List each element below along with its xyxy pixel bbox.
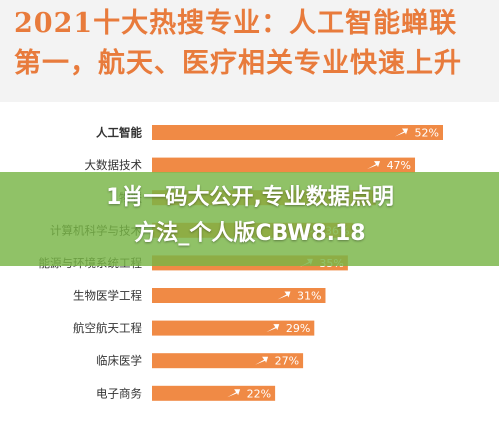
overlay-line-2: 方法_个人版CBW8.18 <box>134 221 366 246</box>
overlay-text: 1肖一码大公开,专业数据点明 方法_个人版CBW8.18 <box>20 180 480 252</box>
headline: 2021十大热搜专业：人工智能蝉联 第一，航天、医疗相关专业快速上升 <box>14 4 494 84</box>
bar <box>152 157 416 173</box>
category-label: 电子商务 <box>96 386 142 400</box>
bar <box>152 125 443 140</box>
overlay-line-1: 1肖一码大公开,专业数据点明 <box>106 185 394 210</box>
value-label: 22% <box>247 387 271 400</box>
category-label: 人工智能 <box>96 126 142 140</box>
headline-line-1: 2021十大热搜专业：人工智能蝉联 <box>14 8 458 39</box>
category-label: 大数据技术 <box>85 158 143 172</box>
category-label: 临床医学 <box>96 354 142 368</box>
category-label: 生物医学工程 <box>73 289 142 303</box>
headline-line-2: 第一，航天、医疗相关专业快速上升 <box>14 48 462 79</box>
value-label: 52% <box>415 127 439 140</box>
bar-chart: 人工智能52%大数据技术47%物联计算机科学与技术36%能源与环境系统工程35%… <box>39 125 443 401</box>
value-label: 29% <box>286 322 310 335</box>
trend-arrow-icon <box>227 389 241 398</box>
trend-arrow-icon <box>367 161 381 170</box>
trend-arrow-icon <box>277 291 291 300</box>
trend-arrow-icon <box>255 356 269 365</box>
value-label: 27% <box>275 355 299 368</box>
chart-panel: 人工智能52%大数据技术47%物联计算机科学与技术36%能源与环境系统工程35%… <box>0 102 499 435</box>
bar <box>152 288 326 303</box>
value-label: 31% <box>297 290 321 303</box>
value-label: 47% <box>387 159 411 172</box>
trend-arrow-icon <box>395 128 408 137</box>
category-label: 航空航天工程 <box>73 321 142 335</box>
bar <box>152 385 276 401</box>
overlay-banner[interactable]: 1肖一码大公开,专业数据点明 方法_个人版CBW8.18 <box>0 172 499 266</box>
trend-arrow-icon <box>266 324 280 333</box>
